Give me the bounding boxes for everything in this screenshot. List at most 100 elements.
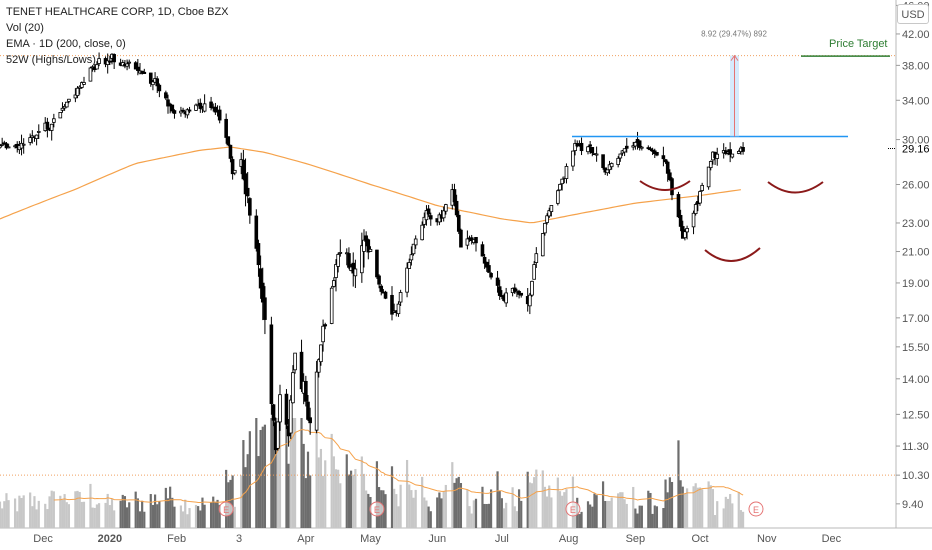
volume-bar bbox=[649, 492, 652, 528]
volume-bar bbox=[606, 500, 609, 528]
volume-bar bbox=[201, 497, 204, 528]
volume-bar bbox=[93, 507, 96, 528]
candle-up bbox=[444, 204, 448, 212]
volume-bar bbox=[421, 476, 424, 528]
candle-up bbox=[411, 243, 416, 255]
y-tick-label: 11.30 bbox=[902, 441, 929, 453]
x-tick-label: Apr bbox=[297, 533, 314, 545]
volume-bar bbox=[608, 501, 611, 528]
x-tick-label: Feb bbox=[167, 533, 186, 545]
candle-up bbox=[730, 153, 735, 158]
volume-bar bbox=[0, 501, 2, 528]
volume-bar bbox=[716, 501, 719, 528]
volume-bar bbox=[59, 495, 62, 528]
candle-up bbox=[334, 264, 338, 278]
candle-down bbox=[166, 99, 170, 107]
volume-bar bbox=[685, 488, 689, 528]
candle-up bbox=[405, 267, 409, 293]
volume-bar bbox=[664, 479, 667, 528]
volume-bar bbox=[257, 456, 260, 528]
candle-up bbox=[75, 87, 80, 96]
candle-up bbox=[202, 103, 207, 112]
volume-bar bbox=[711, 489, 715, 528]
volume-bar bbox=[89, 483, 92, 528]
x-tick-label: May bbox=[360, 533, 381, 545]
candle-up bbox=[556, 190, 560, 204]
candle-up bbox=[708, 161, 713, 169]
volume-bar bbox=[444, 484, 447, 528]
earnings-circle bbox=[369, 501, 385, 517]
volume-bar bbox=[128, 502, 131, 528]
volume-bar bbox=[481, 486, 484, 528]
volume-bar bbox=[289, 418, 292, 528]
candle-down bbox=[601, 154, 605, 168]
volume-bar bbox=[184, 499, 187, 528]
volume-bar bbox=[22, 495, 25, 528]
x-tick-label: 2020 bbox=[98, 533, 122, 545]
volume-bar bbox=[410, 490, 413, 528]
candle-down bbox=[663, 159, 668, 163]
volume-bar bbox=[143, 511, 146, 528]
candle-up bbox=[362, 239, 366, 252]
candle-up bbox=[314, 371, 319, 431]
currency-button[interactable]: USD bbox=[897, 4, 929, 24]
volume-bar bbox=[651, 513, 654, 528]
volume-bar bbox=[113, 510, 116, 528]
volume-bar bbox=[330, 433, 333, 528]
volume-bar bbox=[384, 494, 387, 528]
volume-bar bbox=[347, 474, 351, 528]
candle-up bbox=[36, 131, 41, 133]
candle-down bbox=[579, 142, 584, 152]
volume-bar bbox=[13, 498, 17, 528]
candle-down bbox=[226, 136, 231, 146]
candle-down bbox=[45, 121, 50, 130]
earnings-letter: E bbox=[374, 505, 380, 515]
candle-up bbox=[571, 150, 575, 167]
volume-bar bbox=[558, 491, 562, 528]
volume-bar bbox=[530, 483, 534, 528]
volume-bar bbox=[440, 498, 443, 528]
candle-down bbox=[512, 287, 517, 292]
volume-bar bbox=[589, 504, 592, 528]
candle-down bbox=[670, 178, 674, 196]
candle-down bbox=[668, 172, 672, 180]
candle-up bbox=[532, 264, 536, 280]
volume-bar bbox=[203, 504, 206, 528]
candle-up bbox=[316, 359, 321, 373]
volume-bar bbox=[739, 510, 743, 528]
candle-down bbox=[271, 404, 276, 421]
volume-bar bbox=[399, 484, 402, 528]
volume-bar bbox=[248, 431, 251, 528]
candle-up bbox=[398, 292, 403, 303]
candle-down bbox=[304, 380, 308, 402]
candle-up bbox=[332, 280, 336, 287]
volume-bar bbox=[3, 501, 6, 528]
candle-down bbox=[497, 286, 502, 296]
volume-bar bbox=[360, 456, 363, 528]
volume-bar bbox=[5, 493, 8, 528]
volume-bar bbox=[82, 501, 86, 528]
volume-bar bbox=[638, 505, 641, 528]
candle-down bbox=[308, 417, 312, 424]
volume-bar bbox=[397, 506, 400, 528]
volume-bar bbox=[468, 506, 471, 528]
candle-down bbox=[426, 208, 431, 215]
candle-down bbox=[428, 215, 433, 220]
legend-symbol: TENET HEALTHCARE CORP, 1D, Cboe BZX bbox=[6, 6, 229, 18]
volume-bar bbox=[319, 448, 323, 528]
candle-up bbox=[21, 143, 26, 146]
volume-bar bbox=[16, 511, 19, 528]
earnings-letter: E bbox=[570, 505, 576, 515]
candle-up bbox=[321, 325, 325, 343]
volume-bar bbox=[515, 511, 519, 528]
earnings-circle bbox=[565, 501, 581, 517]
candle-up bbox=[97, 58, 101, 64]
price-target-label: Price Target bbox=[829, 38, 888, 50]
candle-down bbox=[136, 66, 140, 71]
candle-up bbox=[420, 224, 424, 241]
candle-up bbox=[586, 146, 590, 153]
volume-bar bbox=[623, 499, 626, 528]
volume-bar bbox=[225, 469, 228, 528]
